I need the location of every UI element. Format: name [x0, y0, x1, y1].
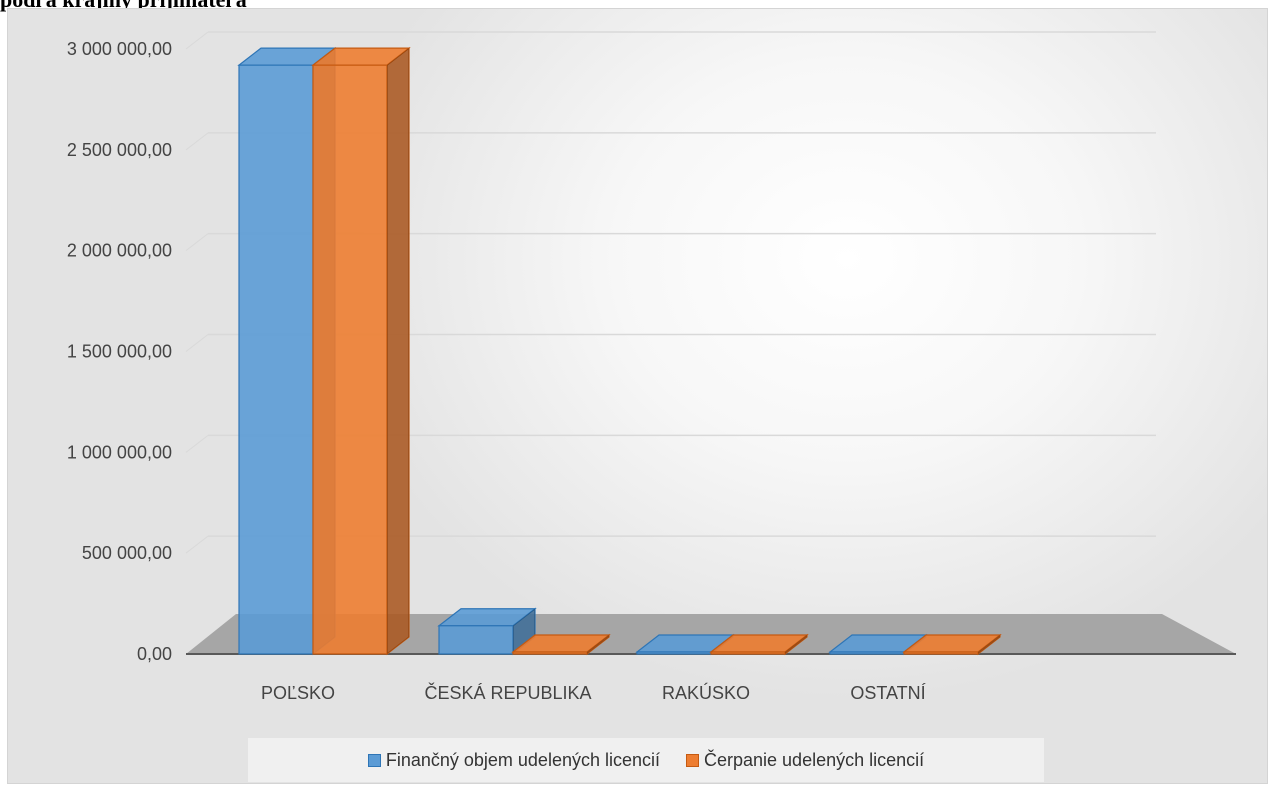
bar	[438, 625, 514, 655]
bar	[312, 64, 388, 655]
legend-swatch-series-1	[367, 753, 381, 767]
y-tick-label: 1 000 000,00	[67, 442, 172, 462]
bar	[829, 651, 905, 655]
gridline-depth	[185, 233, 209, 252]
gridline-depth	[185, 132, 209, 151]
bar	[636, 651, 712, 655]
y-tick-label: 0,00	[137, 644, 172, 664]
x-tick-label: POĽSKO	[261, 683, 335, 703]
legend-label-series-1: Finančný objem udelených licencií	[385, 749, 660, 770]
y-tick-label: 500 000,00	[82, 543, 172, 563]
legend-item-series-2: Čerpanie udelených licencií	[686, 750, 924, 771]
legend-label-series-2: Čerpanie udelených licencií	[704, 749, 925, 770]
bar	[903, 651, 979, 655]
legend-swatch-series-2	[686, 753, 699, 767]
x-tick-label: RAKÚSKO	[662, 682, 750, 703]
x-tick-label: ČESKÁ REPUBLIKA	[424, 682, 591, 703]
bar-side-shade	[978, 635, 1000, 654]
bar-side-shade	[387, 48, 409, 654]
legend-item-series-1: Finančný objem udelených licencií	[367, 749, 660, 771]
y-tick-label: 2 500 000,00	[67, 140, 172, 160]
bar	[238, 64, 314, 655]
bar-chart: 0,00 500 000,00 1 000 000,00 1 500 000,00 2 …	[67, 31, 1236, 703]
bar	[710, 651, 786, 655]
y-tick-label: 2 000 000,00	[67, 241, 172, 261]
bar-side-shade	[785, 635, 807, 654]
bar-side-shade	[587, 635, 609, 654]
x-tick-label: OSTATNÍ	[850, 683, 925, 703]
y-tick-label: 1 500 000,00	[67, 342, 172, 362]
gridline-depth	[185, 535, 209, 554]
gridline-depth	[185, 434, 209, 453]
y-tick-label: 3 000 000,00	[67, 39, 172, 59]
gridline-depth	[185, 31, 209, 50]
gridline-depth	[185, 334, 209, 352]
legend: Finančný objem udelených licencií Čerpan…	[248, 738, 1044, 782]
chart-area: 0,00 500 000,00 1 000 000,00 1 500 000,00 2 …	[7, 8, 1268, 784]
bar	[512, 651, 588, 655]
bar-side-shade	[513, 608, 535, 654]
